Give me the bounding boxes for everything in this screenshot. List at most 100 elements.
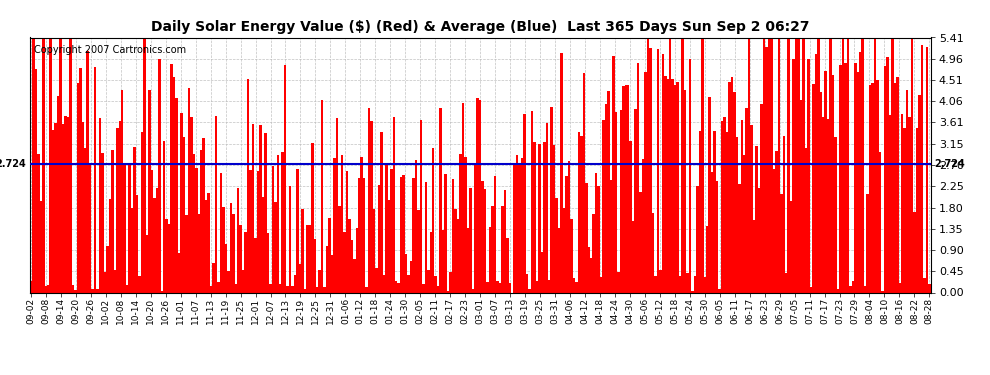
Bar: [296, 169, 299, 292]
Bar: [54, 123, 56, 292]
Bar: [805, 148, 807, 292]
Bar: [861, 38, 864, 292]
Bar: [724, 117, 726, 292]
Bar: [696, 186, 699, 292]
Bar: [644, 72, 646, 292]
Bar: [605, 104, 607, 292]
Bar: [874, 38, 876, 292]
Bar: [541, 252, 544, 292]
Bar: [309, 225, 311, 292]
Bar: [681, 38, 684, 292]
Bar: [205, 200, 208, 292]
Bar: [610, 180, 612, 292]
Bar: [864, 286, 866, 292]
Bar: [99, 118, 101, 292]
Bar: [792, 58, 795, 292]
Bar: [684, 90, 686, 292]
Bar: [71, 285, 74, 292]
Bar: [714, 131, 716, 292]
Bar: [114, 270, 116, 292]
Bar: [299, 264, 301, 292]
Bar: [846, 38, 849, 292]
Bar: [891, 38, 894, 292]
Bar: [592, 214, 595, 292]
Bar: [651, 213, 654, 292]
Bar: [198, 214, 200, 292]
Bar: [358, 178, 360, 292]
Bar: [432, 148, 435, 292]
Bar: [437, 286, 440, 292]
Bar: [795, 38, 797, 292]
Bar: [61, 124, 64, 292]
Bar: [363, 177, 365, 292]
Bar: [175, 98, 178, 292]
Bar: [536, 281, 539, 292]
Bar: [649, 48, 651, 292]
Bar: [259, 125, 261, 292]
Bar: [654, 276, 656, 292]
Bar: [921, 45, 924, 292]
Bar: [200, 150, 203, 292]
Bar: [190, 117, 193, 292]
Bar: [491, 206, 494, 292]
Bar: [553, 146, 555, 292]
Bar: [311, 144, 314, 292]
Bar: [741, 120, 743, 292]
Bar: [150, 171, 153, 292]
Bar: [911, 38, 914, 292]
Bar: [170, 64, 173, 292]
Bar: [914, 212, 916, 292]
Bar: [699, 131, 701, 292]
Bar: [539, 144, 541, 292]
Bar: [471, 289, 474, 292]
Bar: [661, 54, 664, 292]
Bar: [568, 161, 570, 292]
Bar: [430, 232, 432, 292]
Bar: [516, 155, 519, 292]
Bar: [501, 206, 504, 292]
Bar: [261, 196, 264, 292]
Bar: [916, 128, 919, 292]
Bar: [240, 225, 242, 292]
Bar: [45, 286, 47, 292]
Bar: [689, 59, 691, 292]
Bar: [94, 67, 96, 292]
Bar: [734, 92, 736, 292]
Bar: [188, 87, 190, 292]
Bar: [659, 270, 661, 292]
Bar: [884, 66, 886, 292]
Bar: [620, 110, 622, 292]
Bar: [193, 154, 195, 292]
Bar: [835, 137, 837, 292]
Bar: [590, 258, 592, 292]
Bar: [494, 176, 496, 292]
Bar: [570, 219, 572, 292]
Bar: [825, 72, 827, 292]
Bar: [69, 38, 71, 292]
Bar: [324, 287, 326, 292]
Bar: [635, 108, 637, 292]
Bar: [686, 273, 689, 292]
Bar: [602, 120, 605, 292]
Bar: [748, 38, 750, 292]
Bar: [106, 246, 109, 292]
Bar: [370, 121, 373, 292]
Bar: [180, 113, 183, 292]
Bar: [412, 178, 415, 292]
Bar: [136, 195, 139, 292]
Bar: [743, 155, 745, 292]
Bar: [232, 214, 235, 292]
Bar: [534, 142, 536, 292]
Bar: [750, 125, 752, 292]
Bar: [286, 286, 289, 292]
Bar: [212, 264, 215, 292]
Bar: [499, 283, 501, 292]
Bar: [709, 97, 711, 292]
Bar: [548, 280, 550, 292]
Bar: [160, 291, 163, 292]
Bar: [595, 172, 597, 292]
Bar: [504, 190, 506, 292]
Bar: [334, 158, 336, 292]
Bar: [30, 280, 32, 292]
Bar: [904, 128, 906, 292]
